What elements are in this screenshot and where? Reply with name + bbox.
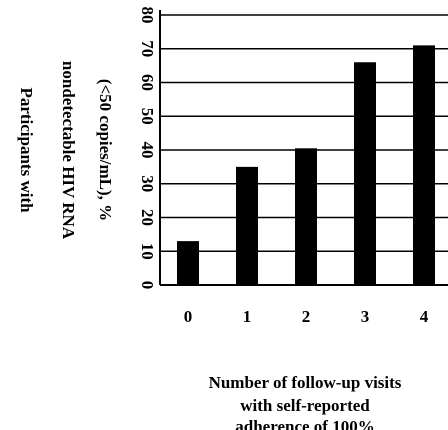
x-axis-title: adherence of 100% bbox=[235, 417, 374, 430]
y-axis-title: nondetectable HIV RNA bbox=[59, 61, 78, 240]
bar bbox=[354, 62, 376, 285]
y-tick-label: 70 bbox=[138, 40, 157, 57]
bar bbox=[177, 241, 199, 285]
y-tick-label: 40 bbox=[138, 142, 157, 159]
y-tick-label: 80 bbox=[138, 7, 157, 24]
y-tick-label: 50 bbox=[138, 108, 157, 125]
x-tick-label: 0 bbox=[184, 307, 193, 326]
y-tick-label: 60 bbox=[138, 74, 157, 91]
bar bbox=[236, 166, 258, 285]
x-tick-label: 1 bbox=[243, 307, 252, 326]
bar bbox=[295, 148, 317, 285]
x-axis-title: Number of follow-up visits bbox=[209, 373, 402, 392]
y-tick-label: 30 bbox=[138, 175, 157, 192]
x-tick-label: 2 bbox=[302, 307, 311, 326]
x-axis-title: with self-reported bbox=[240, 396, 370, 415]
x-tick-label: 3 bbox=[361, 307, 370, 326]
bar bbox=[413, 45, 435, 285]
y-tick-label: 0 bbox=[138, 281, 157, 290]
x-tick-label: 4 bbox=[420, 307, 429, 326]
y-tick-label: 20 bbox=[138, 209, 157, 226]
y-axis-title: (<50 copies/mL), % bbox=[96, 79, 115, 221]
y-axis-title: Participants with bbox=[17, 87, 36, 213]
y-tick-label: 10 bbox=[138, 243, 157, 260]
